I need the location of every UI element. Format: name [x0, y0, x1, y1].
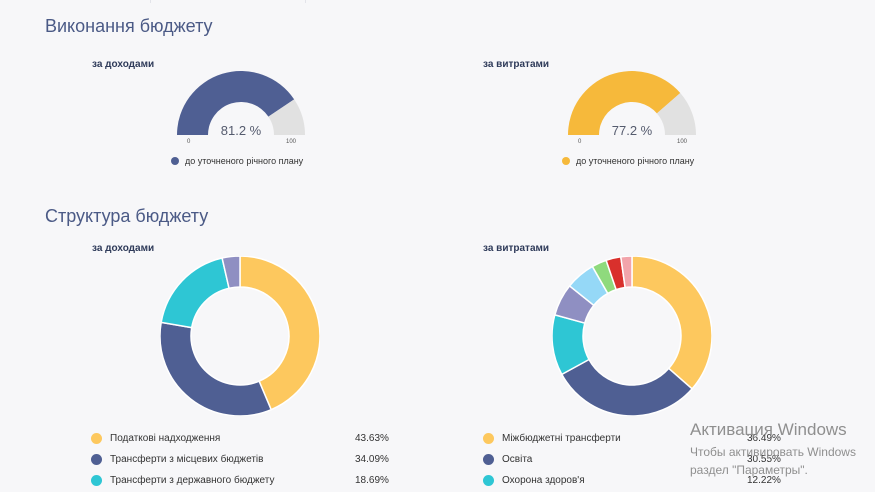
expenses-legend-label: Освіта — [502, 453, 533, 465]
expenses-gauge-legend[interactable]: до уточненого річного плану — [562, 156, 694, 166]
expenses-structure-donut — [552, 256, 712, 416]
income-legend-item[interactable]: Трансферти з місцевих бюджетів — [91, 452, 263, 466]
legend-dot — [171, 157, 179, 165]
windows-activation-line2: раздел "Параметры". — [690, 463, 808, 477]
expenses-legend-value: 30.55% — [747, 453, 781, 465]
income-gauge-legend-text: до уточненого річного плану — [185, 156, 304, 166]
income-legend-value: 18.69% — [355, 474, 389, 486]
legend-dot — [91, 474, 102, 486]
structure-section-title: Структура бюджету — [45, 206, 209, 226]
income-execution-value: 81.2 % — [220, 123, 262, 138]
windows-activation-line1: Чтобы активировать Windows — [690, 445, 856, 459]
donut-slice-2[interactable] — [160, 257, 230, 329]
donut-slice-0[interactable] — [239, 256, 320, 411]
expenses-execution-gauge — [568, 71, 696, 135]
expenses-gauge-fill — [568, 71, 681, 135]
income-legend-value: 34.09% — [355, 453, 389, 465]
execution-expenses-label: за витратами — [483, 59, 550, 70]
expenses-legend-item[interactable]: Міжбюджетні трансферти — [483, 431, 621, 445]
income-execution-gauge — [177, 71, 305, 135]
windows-activation-title: Активация Windows — [690, 420, 847, 439]
top-tab[interactable] — [150, 0, 306, 3]
donut-slice-3[interactable] — [221, 256, 241, 290]
legend-dot — [91, 432, 102, 444]
expenses-gauge-max: 100 — [677, 139, 688, 145]
expenses-gauge-min: 0 — [578, 139, 582, 145]
expenses-legend-value: 36.49% — [747, 432, 781, 444]
income-gauge-remainder — [268, 99, 305, 135]
structure-income-label: за доходами — [92, 243, 155, 254]
income-legend-label: Податкові надходження — [110, 432, 221, 444]
legend-dot — [91, 453, 102, 465]
expenses-gauge-legend-text: до уточненого річного плану — [576, 156, 695, 166]
expenses-legend-item[interactable]: Охорона здоров'я — [483, 473, 585, 487]
structure-expenses-label: за витратами — [483, 243, 550, 254]
income-gauge-legend[interactable]: до уточненого річного плану — [171, 156, 303, 166]
execution-income-label: за доходами — [92, 59, 155, 70]
legend-dot — [562, 157, 570, 165]
top-bar — [0, 0, 875, 4]
execution-section-title: Виконання бюджету — [45, 16, 213, 36]
income-legend-label: Трансферти з місцевих бюджетів — [110, 453, 264, 465]
income-gauge-min: 0 — [187, 139, 191, 145]
expenses-gauge-remainder — [656, 92, 696, 135]
income-legend-item[interactable]: Податкові надходження — [91, 431, 220, 445]
expenses-legend-value: 12.22% — [747, 474, 781, 486]
legend-dot — [483, 474, 494, 486]
income-gauge-fill — [177, 71, 295, 135]
donut-slice-7[interactable] — [619, 256, 633, 289]
expenses-legend-label: Міжбюджетні трансферти — [502, 432, 621, 444]
legend-dot — [483, 432, 494, 444]
income-gauge-max: 100 — [286, 139, 297, 145]
income-legend-label: Трансферти з державного бюджету — [110, 474, 275, 486]
income-legend-item[interactable]: Трансферти з державного бюджету — [91, 473, 274, 487]
legend-dot — [483, 453, 494, 465]
expenses-execution-value: 77.2 % — [611, 123, 653, 138]
donut-slice-0[interactable] — [631, 256, 712, 390]
expenses-legend-item[interactable]: Освіта — [483, 452, 532, 466]
expenses-legend-label: Охорона здоров'я — [502, 474, 585, 486]
donut-slice-1[interactable] — [160, 321, 273, 416]
income-legend-value: 43.63% — [355, 432, 389, 444]
income-structure-donut — [160, 256, 320, 416]
